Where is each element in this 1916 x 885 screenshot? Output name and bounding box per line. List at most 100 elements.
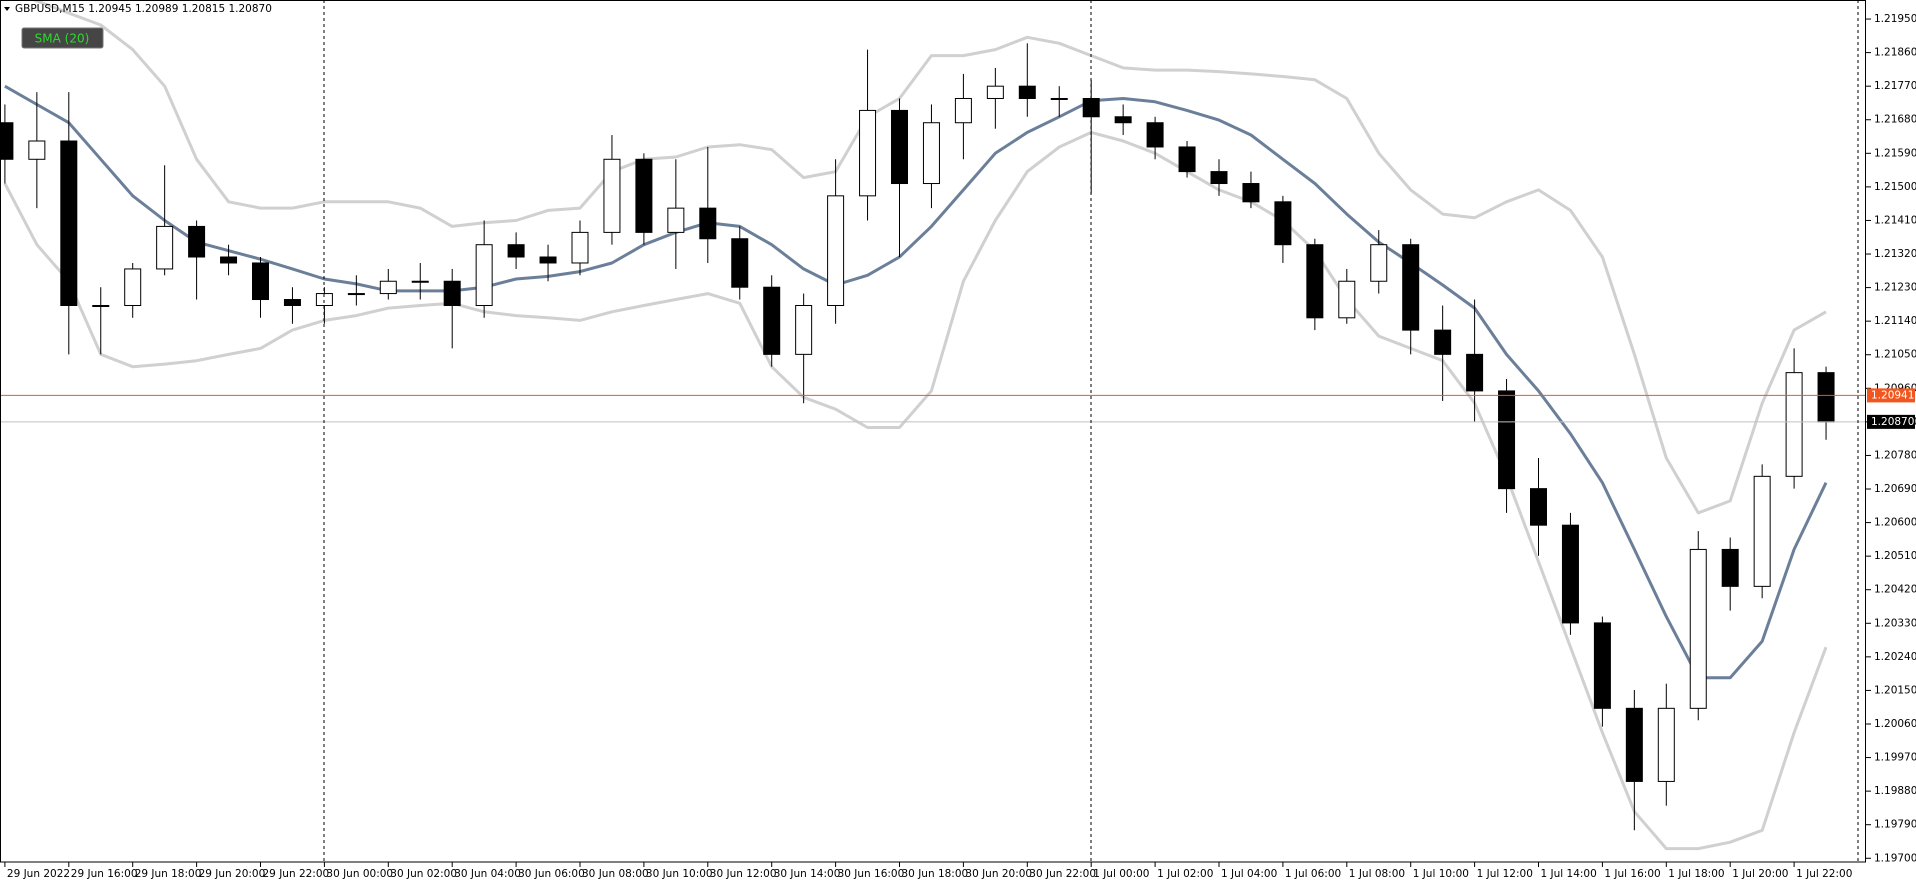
y-tick-label: 1.19880 xyxy=(1874,785,1916,797)
indicator-line xyxy=(4,84,1828,680)
candle-body xyxy=(891,109,908,185)
y-tick-label: 1.21860 xyxy=(1874,47,1916,59)
candle-body xyxy=(1657,707,1675,782)
candle-body xyxy=(763,286,781,355)
y-tick-label: 1.21680 xyxy=(1874,114,1916,126)
candle-body xyxy=(795,304,813,355)
candle-body xyxy=(507,244,525,258)
candle-body xyxy=(1306,244,1324,319)
y-tick-label: 1.19700 xyxy=(1874,852,1916,864)
y-tick-label: 1.21770 xyxy=(1874,80,1916,92)
candle-body xyxy=(1146,122,1164,148)
price-label-box xyxy=(1867,388,1915,403)
y-tick-label: 1.21050 xyxy=(1874,349,1916,361)
candle-body xyxy=(283,299,301,306)
candle-body xyxy=(1210,171,1228,185)
x-tick-label: 29 Jun 22:00 xyxy=(263,868,330,880)
y-tick-label: 1.19970 xyxy=(1874,752,1916,764)
plot-layer xyxy=(0,0,1866,851)
candle-body xyxy=(859,109,877,197)
candle-body xyxy=(571,231,589,264)
indicator-line xyxy=(3,130,1828,851)
candle-body xyxy=(252,262,269,301)
y-tick-label: 1.21590 xyxy=(1874,147,1916,159)
x-tick-label: 30 Jun 12:00 xyxy=(710,868,777,880)
x-tick-label: 1 Jul 02:00 xyxy=(1157,868,1213,880)
x-tick-label: 30 Jun 14:00 xyxy=(774,868,841,880)
x-tick-label: 30 Jun 02:00 xyxy=(390,868,457,880)
candle-body xyxy=(124,268,142,306)
collapse-icon[interactable] xyxy=(4,7,10,11)
x-tick-label: 1 Jul 16:00 xyxy=(1604,868,1660,880)
candle-body xyxy=(603,158,621,233)
candle-body xyxy=(1721,548,1739,587)
candle-body xyxy=(922,122,940,185)
candle-body xyxy=(1370,244,1388,282)
x-tick-label: 30 Jun 04:00 xyxy=(454,868,521,880)
indicator-line xyxy=(30,0,1827,515)
candle-body xyxy=(1689,548,1707,709)
candle-body xyxy=(315,293,333,306)
candle-body xyxy=(1050,97,1068,100)
candle-body xyxy=(1817,372,1835,423)
candle-body xyxy=(1785,372,1803,477)
y-tick-label: 1.20420 xyxy=(1874,584,1916,596)
candle-body xyxy=(1018,85,1036,99)
candle-body xyxy=(667,207,685,233)
candle-body xyxy=(379,280,397,295)
candle-body xyxy=(1561,524,1579,624)
indicator-button[interactable]: SMA (20) xyxy=(21,27,104,49)
y-tick-label: 1.20690 xyxy=(1874,483,1916,495)
x-tick-label: 29 Jun 16:00 xyxy=(71,868,138,880)
x-tick-label: 1 Jul 12:00 xyxy=(1477,868,1533,880)
y-tick-label: 1.20780 xyxy=(1874,449,1916,461)
candle-body xyxy=(443,280,461,306)
candle-body xyxy=(986,85,1004,99)
x-tick-label: 1 Jul 18:00 xyxy=(1668,868,1724,880)
button-label[interactable]: SMA (20) xyxy=(35,32,90,46)
y-tick-label: 1.21500 xyxy=(1874,181,1916,193)
x-tick-label: 1 Jul 04:00 xyxy=(1221,868,1277,880)
y-tick-label: 1.21320 xyxy=(1874,248,1916,260)
x-tick-label: 29 Jun 18:00 xyxy=(135,868,202,880)
x-tick-label: 1 Jul 00:00 xyxy=(1093,868,1149,880)
candle-body xyxy=(827,195,845,306)
candle-body xyxy=(1338,280,1356,319)
candle-body xyxy=(699,207,717,240)
candle-body xyxy=(0,122,14,160)
candle-body xyxy=(60,140,78,306)
candle-body xyxy=(1274,201,1292,246)
candle-body xyxy=(1114,116,1132,124)
candle-body xyxy=(1593,622,1611,709)
candle-body xyxy=(1402,244,1420,331)
price-label: 1.20941 xyxy=(1871,389,1914,401)
y-tick-label: 1.20060 xyxy=(1874,718,1916,730)
candle-body xyxy=(1242,183,1260,203)
candle-body xyxy=(156,225,174,270)
x-tick-label: 1 Jul 08:00 xyxy=(1349,868,1405,880)
price-label: 1.20870 xyxy=(1871,416,1914,428)
y-tick-label: 1.21410 xyxy=(1874,214,1916,226)
indicator-lines xyxy=(3,0,1828,851)
x-tick-label: 1 Jul 20:00 xyxy=(1732,868,1788,880)
candle-body xyxy=(1434,329,1452,355)
candle-body xyxy=(188,225,206,258)
button-box[interactable] xyxy=(21,27,104,49)
candle-body xyxy=(475,244,493,306)
y-tick-label: 1.21950 xyxy=(1874,13,1916,25)
y-tick-label: 1.19790 xyxy=(1874,819,1916,831)
candle-body xyxy=(1625,707,1643,782)
x-tick-label: 1 Jul 10:00 xyxy=(1413,868,1469,880)
candle-body xyxy=(1466,353,1484,392)
x-tick-label: 1 Jul 06:00 xyxy=(1285,868,1341,880)
x-tick-label: 30 Jun 00:00 xyxy=(326,868,393,880)
x-tick-label: 30 Jun 18:00 xyxy=(902,868,969,880)
y-tick-label: 1.20600 xyxy=(1874,517,1916,529)
candle-body xyxy=(411,280,429,283)
candle-body xyxy=(92,304,110,307)
candle-body xyxy=(220,256,238,264)
candle-body xyxy=(1530,488,1547,526)
